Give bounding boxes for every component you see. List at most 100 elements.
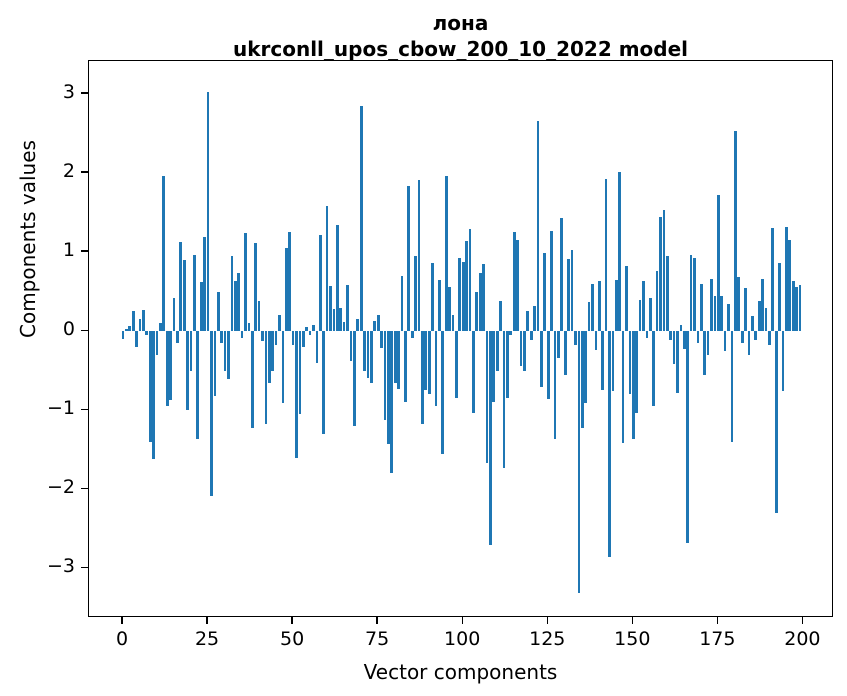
bar — [733, 131, 737, 332]
bar — [329, 286, 332, 332]
bar — [298, 331, 302, 415]
bar — [744, 287, 747, 332]
y-tick-mark — [81, 566, 88, 568]
bar — [631, 331, 635, 440]
x-tick-label: 150 — [614, 628, 651, 650]
bar — [628, 331, 632, 395]
bar — [213, 331, 217, 396]
bar — [257, 301, 261, 332]
bar — [686, 331, 690, 543]
bar — [121, 331, 125, 340]
bar — [193, 254, 196, 332]
bar — [254, 242, 258, 332]
bar — [557, 331, 560, 359]
bar — [764, 307, 768, 332]
bar — [669, 331, 673, 340]
y-tick-mark — [81, 408, 88, 410]
bar — [373, 320, 377, 332]
x-tick-label: 25 — [194, 628, 220, 650]
bar — [387, 331, 390, 445]
bar — [689, 255, 693, 332]
bar — [145, 331, 149, 336]
bar — [536, 121, 540, 332]
bar — [662, 210, 666, 332]
bar — [703, 331, 707, 375]
bar — [349, 331, 353, 362]
bar — [176, 331, 179, 344]
bar — [397, 331, 400, 389]
bar — [710, 279, 713, 332]
bar — [567, 259, 570, 332]
bar — [461, 261, 465, 332]
y-tick-label: 3 — [62, 81, 75, 104]
bar — [502, 331, 506, 468]
x-tick-label: 200 — [784, 628, 821, 650]
bar — [727, 303, 730, 332]
y-tick-mark — [81, 329, 88, 331]
bar — [335, 224, 339, 332]
bar — [267, 331, 271, 383]
bar — [318, 234, 322, 332]
bar — [642, 281, 645, 332]
bar — [199, 282, 203, 332]
bar — [472, 331, 475, 413]
x-tick-label: 50 — [280, 628, 305, 650]
bar — [791, 281, 795, 332]
bar — [271, 331, 275, 371]
bar — [366, 331, 370, 378]
bar — [352, 331, 356, 426]
bar — [757, 301, 761, 332]
bar — [203, 237, 207, 332]
y-tick-label: −3 — [46, 555, 75, 578]
bar — [788, 239, 792, 332]
bar — [359, 106, 363, 332]
bar — [301, 331, 305, 347]
bar — [597, 280, 601, 332]
bar — [761, 279, 764, 332]
bar — [601, 331, 605, 390]
bar — [162, 175, 166, 332]
bar — [489, 331, 492, 545]
bar — [380, 331, 383, 348]
bar — [679, 324, 683, 332]
bar — [417, 180, 421, 332]
bar — [737, 277, 741, 332]
bar — [560, 218, 564, 332]
bar — [652, 331, 656, 407]
bar — [785, 226, 788, 332]
y-tick-mark — [81, 487, 88, 489]
bar — [543, 252, 547, 332]
bar — [189, 331, 193, 371]
bar — [250, 331, 254, 428]
bar — [315, 331, 319, 363]
bar — [625, 266, 628, 332]
bar — [781, 331, 785, 392]
bar — [182, 260, 186, 332]
bar — [723, 331, 727, 351]
bar — [264, 331, 268, 425]
bar — [638, 299, 642, 332]
bar — [774, 331, 778, 513]
x-tick-label: 125 — [529, 628, 566, 650]
bar — [261, 331, 264, 341]
bar — [720, 295, 724, 332]
bar — [468, 229, 472, 332]
bar — [716, 194, 720, 332]
bar — [179, 241, 183, 332]
bar — [363, 331, 366, 372]
bar — [618, 172, 622, 332]
bar — [594, 331, 598, 351]
y-tick-label: 0 — [62, 318, 75, 341]
bar — [512, 232, 516, 332]
x-tick-mark — [121, 617, 123, 624]
bar — [533, 305, 536, 332]
bar — [434, 331, 438, 407]
bar — [526, 311, 530, 332]
x-tick-mark — [291, 617, 293, 624]
bar — [798, 285, 802, 332]
bar — [608, 331, 611, 558]
bar — [414, 256, 417, 332]
y-tick-mark — [81, 171, 88, 173]
y-tick-label: 2 — [62, 160, 75, 183]
bar — [482, 264, 485, 332]
